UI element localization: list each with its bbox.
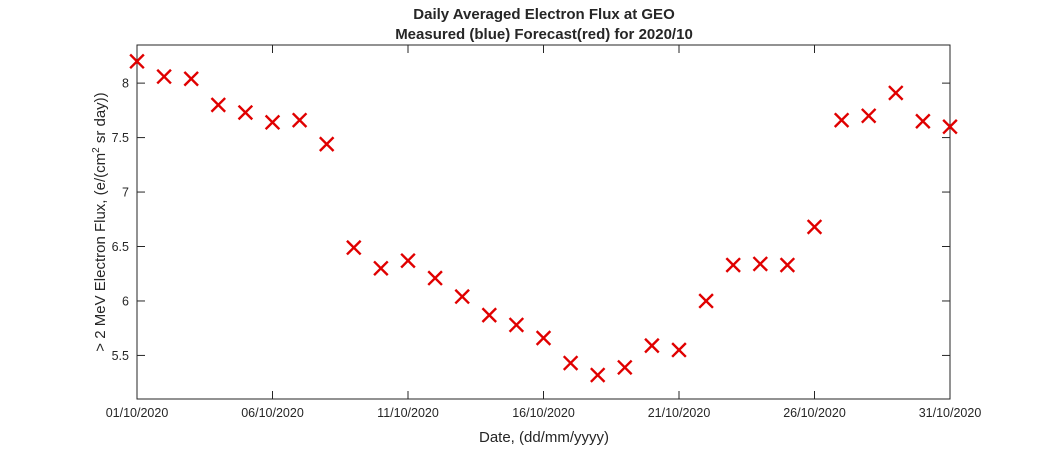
data-point	[752, 256, 768, 272]
x-axis-label: Date, (dd/mm/yyyy)	[479, 429, 609, 446]
y-tick-label: 6	[122, 294, 129, 308]
x-tick-label: 06/10/2020	[241, 406, 304, 420]
chart-title: Daily Averaged Electron Flux at GEO	[413, 6, 675, 23]
data-point	[698, 293, 714, 309]
x-tick-label: 16/10/2020	[512, 406, 575, 420]
y-tick-label: 6.5	[112, 240, 129, 254]
data-point	[888, 85, 904, 101]
data-point	[833, 112, 850, 128]
x-tick-label: 01/10/2020	[106, 406, 169, 420]
data-point	[481, 307, 497, 323]
data-point	[373, 260, 389, 276]
y-axis-label-superscript: 2	[91, 147, 102, 153]
data-point	[915, 113, 931, 129]
data-point	[237, 104, 254, 121]
y-tick-label: 7.5	[112, 131, 129, 145]
y-tick-label: 7	[122, 186, 129, 200]
data-point	[806, 219, 823, 235]
data-point	[346, 239, 362, 256]
data-point	[183, 71, 199, 87]
y-axis-label-tail: sr day))	[92, 92, 109, 147]
data-point	[535, 330, 552, 346]
plot-area	[136, 44, 951, 400]
data-point	[644, 337, 660, 354]
data-point	[725, 257, 741, 273]
chart-subtitle: Measured (blue) Forecast(red) for 2020/1…	[395, 26, 693, 43]
data-point	[156, 68, 172, 85]
y-axis-label-main: > 2 MeV Electron Flux, (e/(cm	[92, 153, 109, 352]
data-point	[779, 257, 796, 273]
data-point	[942, 118, 958, 135]
data-point	[454, 288, 470, 305]
data-point	[861, 108, 877, 124]
data-point	[590, 367, 606, 383]
x-tick-label: 31/10/2020	[919, 406, 982, 420]
y-tick-label: 8	[122, 77, 129, 91]
data-point	[617, 359, 633, 376]
data-point	[427, 270, 443, 286]
x-tick-label: 26/10/2020	[783, 406, 846, 420]
x-axis: 01/10/2020 06/10/2020 11/10/2020 16/10/2020…	[106, 45, 982, 420]
y-axis-label: > 2 MeV Electron Flux, (e/(cm2 sr day))	[91, 92, 109, 351]
y-tick-label: 5.5	[112, 349, 129, 363]
data-point	[291, 112, 308, 128]
data-point	[508, 317, 525, 333]
data-point	[264, 114, 281, 131]
data-point	[671, 342, 687, 358]
data-point	[210, 97, 226, 113]
data-points	[129, 53, 958, 383]
data-point	[400, 252, 416, 269]
data-point	[129, 53, 145, 70]
data-point	[562, 355, 579, 371]
y-axis: 5.5 6 6.5 7 7.5 8	[112, 77, 950, 363]
x-tick-label: 21/10/2020	[648, 406, 711, 420]
data-point	[319, 136, 335, 152]
x-tick-label: 11/10/2020	[377, 406, 439, 420]
